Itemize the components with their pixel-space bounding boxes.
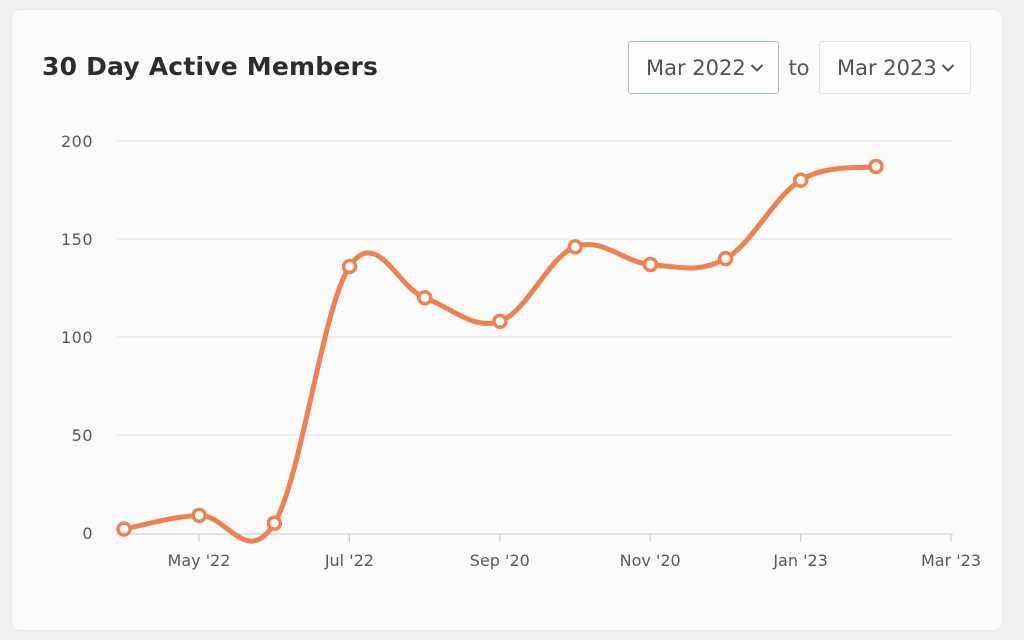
data-point xyxy=(116,521,132,537)
y-axis: 0 50 100 150 200 xyxy=(61,132,93,543)
range-connector: to xyxy=(788,55,810,80)
data-point xyxy=(717,250,734,267)
data-point xyxy=(266,515,283,531)
x-tick-label: Nov '20 xyxy=(620,551,681,570)
start-month-select[interactable]: Mar 2022 xyxy=(628,41,779,94)
date-range-picker: Mar 2022 to Mar 2023 xyxy=(628,41,971,94)
end-month-select[interactable]: Mar 2023 xyxy=(819,41,971,94)
data-point xyxy=(417,290,433,306)
data-point xyxy=(642,256,659,273)
x-tick-label: Sep '20 xyxy=(470,551,530,570)
y-tick-label: 50 xyxy=(72,426,93,445)
data-point xyxy=(567,239,583,255)
chevron-down-icon xyxy=(941,63,954,72)
x-tick-label: May '22 xyxy=(168,551,231,570)
x-tick-label: Jul '22 xyxy=(324,551,374,570)
page-title: 30 Day Active Members xyxy=(42,52,379,81)
x-tick-label: Mar '23 xyxy=(921,551,981,570)
end-month-value: Mar 2023 xyxy=(837,55,937,80)
chevron-down-icon xyxy=(750,63,763,72)
data-point xyxy=(341,258,358,275)
data-point xyxy=(868,158,884,175)
gridlines xyxy=(117,140,953,436)
data-point xyxy=(793,172,809,188)
y-tick-label: 100 xyxy=(61,328,93,347)
y-tick-label: 0 xyxy=(82,524,93,543)
data-points xyxy=(116,158,884,537)
start-month-value: Mar 2022 xyxy=(646,55,746,80)
x-tick-label: Jan '23 xyxy=(772,551,828,570)
y-tick-label: 200 xyxy=(61,132,93,151)
data-point xyxy=(191,507,207,524)
y-tick-label: 150 xyxy=(61,230,93,249)
x-axis: May '22 Jul '22 Sep '20 Nov '20 Jan '23 Mar '… xyxy=(117,533,981,570)
data-point xyxy=(492,313,508,330)
series-line xyxy=(121,163,879,544)
